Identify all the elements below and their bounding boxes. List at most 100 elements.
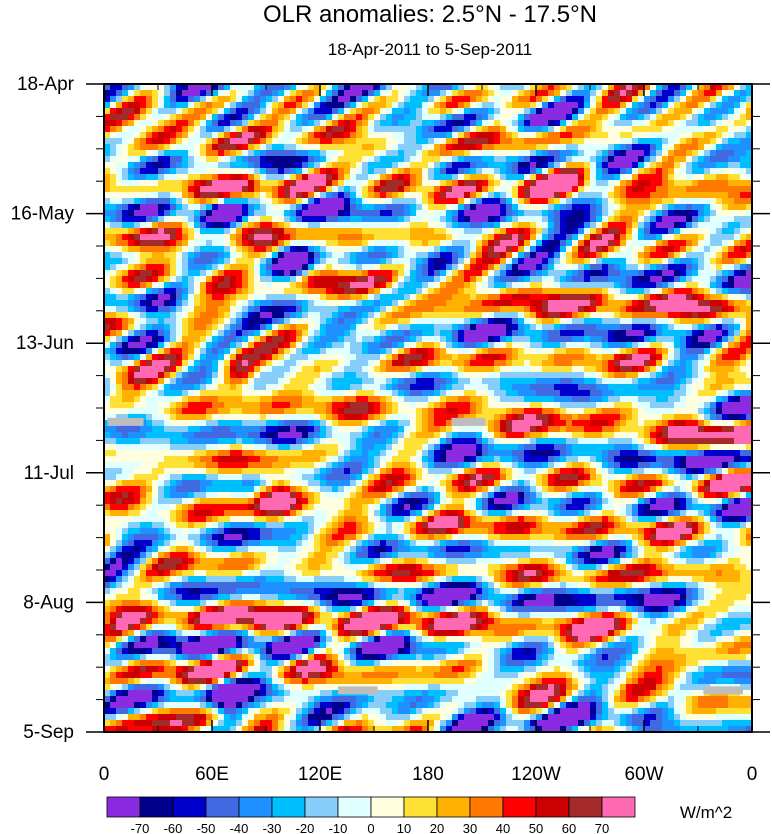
heatmap-cell xyxy=(452,222,459,229)
heatmap-cell xyxy=(464,132,471,139)
heatmap-cell xyxy=(686,156,693,163)
heatmap-cell xyxy=(254,96,261,103)
heatmap-cell xyxy=(110,270,117,277)
heatmap-cell xyxy=(110,138,117,145)
heatmap-cell xyxy=(110,246,117,253)
heatmap-cell xyxy=(164,282,171,289)
heatmap-cell xyxy=(470,246,477,253)
heatmap-cell xyxy=(332,132,339,139)
heatmap-cell xyxy=(662,210,669,217)
heatmap-cell xyxy=(656,342,663,349)
heatmap-cell xyxy=(428,294,435,301)
heatmap-cell xyxy=(548,204,555,211)
heatmap-cell xyxy=(668,330,675,337)
heatmap-cell xyxy=(434,132,441,139)
heatmap-cell xyxy=(404,282,411,289)
heatmap-cell xyxy=(608,258,615,265)
heatmap-cell xyxy=(524,282,531,289)
heatmap-cell xyxy=(398,198,405,205)
heatmap-cell xyxy=(374,180,381,187)
heatmap-cell xyxy=(272,180,279,187)
heatmap-cell xyxy=(530,138,537,145)
heatmap-cell xyxy=(518,330,525,337)
heatmap-cell xyxy=(392,282,399,289)
heatmap-cell xyxy=(494,180,501,187)
heatmap-cell xyxy=(614,156,621,163)
heatmap-cell xyxy=(374,246,381,253)
heatmap-cell xyxy=(374,318,381,325)
heatmap-cell xyxy=(716,228,723,235)
heatmap-cell xyxy=(200,336,207,343)
heatmap-cell xyxy=(248,84,255,91)
heatmap-cell xyxy=(200,150,207,157)
heatmap-cell xyxy=(440,114,447,121)
heatmap-cell xyxy=(380,306,387,313)
heatmap-cell xyxy=(134,156,141,163)
heatmap-cell xyxy=(122,174,129,181)
heatmap-cell xyxy=(644,180,651,187)
heatmap-cell xyxy=(218,162,225,169)
heatmap-cell xyxy=(368,288,375,295)
heatmap-cell xyxy=(548,318,555,325)
heatmap-cell xyxy=(332,270,339,277)
heatmap-cell xyxy=(518,258,525,265)
heatmap-cell xyxy=(494,348,501,355)
heatmap-cell xyxy=(596,306,603,313)
heatmap-cell xyxy=(674,234,681,241)
heatmap-cell xyxy=(242,270,249,277)
heatmap-cell xyxy=(278,192,285,199)
heatmap-cell xyxy=(230,192,237,199)
heatmap-cell xyxy=(500,348,507,355)
heatmap-cell xyxy=(122,282,129,289)
heatmap-cell xyxy=(218,222,225,229)
heatmap-cell xyxy=(662,258,669,265)
heatmap-cell xyxy=(506,282,513,289)
heatmap-cell xyxy=(116,198,123,205)
heatmap-cell xyxy=(446,282,453,289)
heatmap-cell xyxy=(248,336,255,343)
heatmap-cell xyxy=(704,180,711,187)
heatmap-cell xyxy=(704,192,711,199)
heatmap-cell xyxy=(200,318,207,325)
heatmap-cell xyxy=(290,306,297,313)
heatmap-cell xyxy=(338,300,345,307)
heatmap-cell xyxy=(464,84,471,91)
heatmap-cell xyxy=(410,198,417,205)
heatmap-cell xyxy=(464,252,471,259)
heatmap-cell xyxy=(422,252,429,259)
heatmap-cell xyxy=(728,252,735,259)
heatmap-cell xyxy=(176,96,183,103)
heatmap-cell xyxy=(398,276,405,283)
heatmap-cell xyxy=(122,162,129,169)
heatmap-cell xyxy=(566,240,573,247)
heatmap-cell xyxy=(392,288,399,295)
heatmap-cell xyxy=(152,288,159,295)
heatmap-cell xyxy=(680,246,687,253)
heatmap-cell xyxy=(314,96,321,103)
heatmap-cell xyxy=(380,276,387,283)
heatmap-cell xyxy=(488,216,495,223)
heatmap-cell xyxy=(122,342,129,349)
heatmap-cell xyxy=(464,270,471,277)
heatmap-cell xyxy=(176,294,183,301)
heatmap-cell xyxy=(596,270,603,277)
heatmap-cell xyxy=(554,312,561,319)
heatmap-cell xyxy=(422,150,429,157)
heatmap-cell xyxy=(374,192,381,199)
heatmap-cell xyxy=(422,156,429,163)
heatmap-cell xyxy=(716,252,723,259)
heatmap-cell xyxy=(590,144,597,151)
heatmap-cell xyxy=(338,108,345,115)
heatmap-cell xyxy=(662,234,669,241)
heatmap-cell xyxy=(320,240,327,247)
heatmap-cell xyxy=(644,198,651,205)
heatmap-cell xyxy=(116,162,123,169)
heatmap-cell xyxy=(554,330,561,337)
heatmap-cell xyxy=(722,294,729,301)
heatmap-cell xyxy=(170,258,177,265)
heatmap-cell xyxy=(656,210,663,217)
heatmap-cell xyxy=(356,90,363,97)
heatmap-cell xyxy=(386,126,393,133)
heatmap-cell xyxy=(314,270,321,277)
heatmap-cell xyxy=(554,144,561,151)
